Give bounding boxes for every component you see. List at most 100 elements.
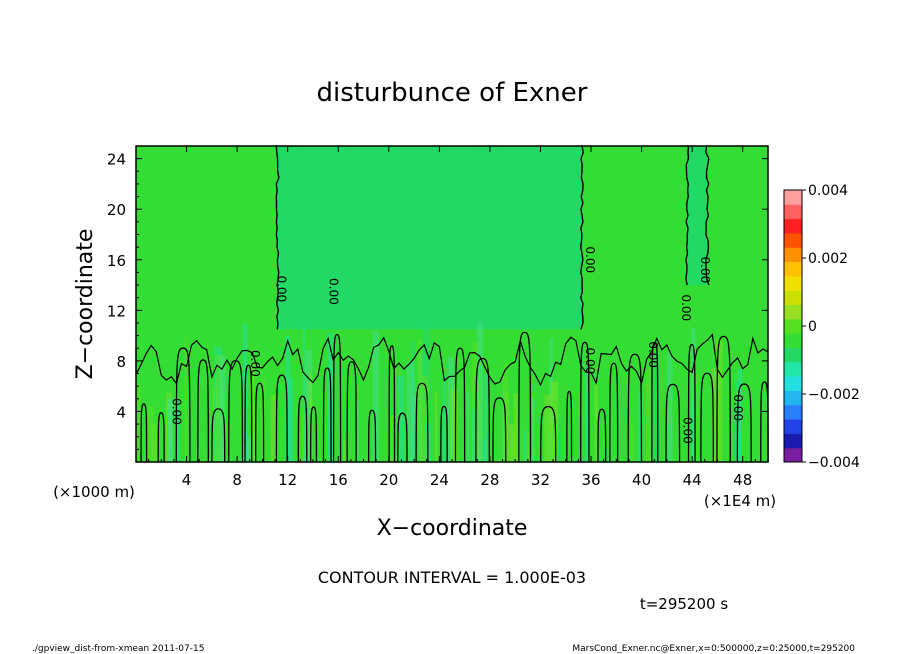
field-patch [435,392,438,462]
contour-cell [518,331,532,463]
colorbar-swatch [784,275,802,291]
field-patch [421,375,429,462]
field-patch [144,412,148,462]
contour-cell [627,353,643,463]
field-patch [270,394,277,462]
plateau-region [277,146,583,330]
colorbar-swatch [784,304,802,320]
x-tick-label: 48 [733,471,752,489]
contour-cell [665,383,681,463]
colorbar-swatch [784,433,802,449]
colorbar-swatch [784,247,802,263]
colorbar-tick-label: −0.004 [808,455,860,471]
contour-baseline [135,333,769,387]
contour-cell [609,362,619,463]
contour-cell [687,343,696,463]
colorbar-swatch [784,218,802,234]
contour-label: 0.00 [248,350,262,377]
field-patch [548,423,555,462]
contour-label: 0.00 [680,417,694,444]
field-patch [389,415,394,462]
field-patch [251,363,255,462]
colorbar-swatch [784,376,802,391]
colorbar-swatch [784,419,802,434]
colorbar-tick-label: −0.002 [808,387,860,403]
y-tick-label: 8 [116,353,126,371]
footer-right: MarsCond_Exner.nc@Exner,x=0:500000,z=0:2… [572,644,855,654]
contour-label: 0.00 [326,278,340,305]
field-patch [733,403,739,462]
field-patch [737,368,743,462]
field-patch [167,399,172,462]
x-unit-right: (×1E4 m) [704,492,776,510]
contour-cell [540,405,557,463]
y-axis: 4 8 12 16 20 24 [107,151,768,450]
field-patch [406,361,415,462]
contour-boundary-left [275,145,280,330]
contour-cell [597,408,607,463]
field-patch [691,328,696,462]
contour-cell [244,364,253,463]
contour-cell [140,403,148,463]
field-patch [484,373,488,462]
contour-label: 0.00 [275,275,289,302]
contour-cell [255,382,265,463]
contour-label: 0.00 [731,394,745,421]
field-patch [667,351,673,462]
contour-cell [228,359,244,463]
colorbar-swatch [784,190,802,205]
contour-cell [492,397,507,463]
field-patch [695,373,699,462]
time-label: t=295200 s [640,595,728,613]
colorbar-swatch [784,318,802,334]
colorbar-swatch [784,261,802,277]
colorbar-swatch [784,361,802,377]
x-axis-label: X−coordinate [377,516,528,541]
contour-cell [157,412,165,463]
contour-cell [440,405,448,463]
y-tick-label: 16 [107,252,126,270]
colorbar-swatch [784,404,802,420]
contour-boundary-right [705,145,710,286]
contour-label: 0.00 [698,257,712,284]
field-patch [450,388,458,462]
contour-cell [388,345,396,463]
field-patch [442,374,446,462]
x-tick-label: 8 [232,471,242,489]
colorbar-swatch [784,347,802,363]
colorbar-swatch [784,290,802,306]
field-patch [523,430,527,462]
field-patch [526,431,532,462]
y-tick-label: 24 [107,151,126,169]
contour-cell [454,347,466,463]
field-patch [550,382,558,462]
x-tick-label: 40 [632,471,651,489]
contour-label: 0.00 [583,348,597,375]
field-patch [653,352,659,462]
contour-cell [297,395,308,463]
contour-cell [736,383,752,463]
x-tick-label: 36 [581,471,600,489]
contour-cell [346,361,357,463]
contour-cell [415,382,429,463]
contour-boundary-left [685,145,690,286]
field-patch [466,391,470,462]
field-patch [530,397,535,462]
plateau-region [687,146,708,286]
field-patch [584,365,589,462]
colorbar-tick-label: 0 [808,319,817,335]
field-patch [287,379,294,462]
y-tick-label: 12 [107,302,126,320]
y-tick-label: 20 [107,201,126,219]
contour-boundary-right [579,145,585,330]
contour-cell [322,367,332,463]
x-tick-label: 4 [182,471,192,489]
colorbar-ticks: 0.004 0.002 0 −0.002 −0.004 [802,183,860,471]
field-patch [417,338,423,462]
x-unit-left: (×1000 m) [53,483,135,501]
contour-cell [651,342,659,463]
x-tick-label: 44 [683,471,702,489]
x-axis: 4 8 12 16 20 24 28 32 36 40 44 48 [148,146,756,489]
field-patch [712,367,719,462]
contour-lines: 0.00 0.00 0.00 0.00 0.00 0.00 0.00 0.00 0.00 0.00… [135,145,769,463]
